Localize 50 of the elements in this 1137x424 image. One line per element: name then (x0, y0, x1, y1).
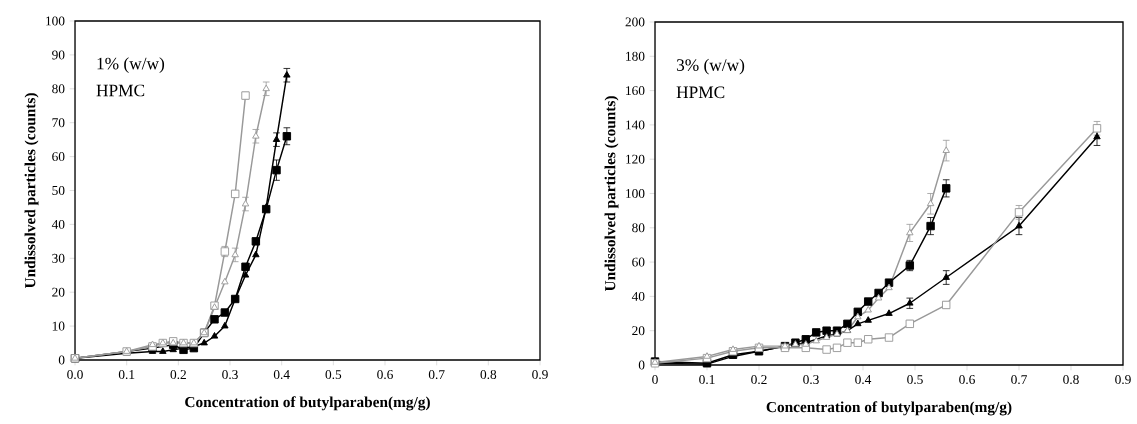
y-tick-label: 200 (625, 17, 645, 27)
x-tick-label: 0.0 (67, 370, 83, 380)
x-tick-label: 0.6 (377, 370, 393, 380)
y-tick-label: 20 (52, 287, 65, 297)
x-tick-label: 0.7 (428, 370, 445, 380)
y-tick-label: 60 (632, 257, 645, 267)
x-tick-label: 0.3 (222, 370, 238, 380)
y-axis-title: Undissolved particles (counts) (604, 96, 619, 292)
x-axis-title: Concentration of butylparaben(mg/g) (766, 401, 1012, 416)
y-tick-label: 80 (632, 223, 645, 233)
y-tick-label: 180 (626, 51, 645, 61)
y-tick-label: 100 (626, 188, 645, 198)
y-tick-label: 120 (626, 154, 645, 164)
annotation: 3% (w/w) (676, 58, 745, 75)
y-tick-label: 160 (626, 86, 645, 96)
y-tick-label: 100 (46, 16, 65, 26)
annotation: HPMC (96, 84, 145, 97)
y-tick-label: 20 (632, 326, 645, 336)
y-tick-label: 40 (51, 219, 65, 229)
y-tick-label: 10 (52, 321, 65, 331)
y-tick-label: 0 (58, 355, 65, 365)
annotation: 1% (w/w) (97, 57, 165, 73)
x-tick-label: 0.5 (907, 375, 923, 385)
y-tick-label: 50 (52, 185, 65, 195)
x-tick-label: 0 (652, 375, 658, 385)
x-tick-label: 0.4 (855, 375, 872, 385)
x-tick-label: 0.8 (1063, 375, 1079, 385)
x-tick-label: 0.8 (480, 370, 497, 380)
x-tick-label: 0.2 (751, 375, 767, 385)
x-tick-label: 0.9 (532, 370, 548, 380)
y-tick-label: 80 (52, 84, 65, 94)
y-tick-label: 60 (52, 152, 65, 162)
y-tick-label: 140 (626, 120, 645, 130)
x-axis-title: Concentration of butylparaben(mg/g) (185, 396, 430, 411)
x-tick-label: 0.6 (959, 375, 975, 385)
x-tick-label: 0.1 (118, 370, 135, 380)
y-tick-label: 40 (631, 291, 645, 301)
x-tick-label: 0.7 (1011, 375, 1027, 385)
x-tick-label: 0.4 (273, 370, 290, 380)
y-tick-label: 0 (638, 360, 645, 370)
x-tick-label: 0.5 (325, 370, 342, 380)
x-tick-label: 0.2 (170, 370, 186, 380)
x-tick-label: 0.9 (1115, 375, 1131, 385)
y-tick-label: 30 (52, 253, 65, 263)
annotation: HPMC (676, 86, 725, 99)
y-axis-title: Undissolved particles (counts) (24, 93, 39, 289)
x-tick-label: 0.1 (699, 375, 715, 385)
y-tick-label: 90 (52, 50, 65, 60)
x-tick-label: 0.3 (803, 375, 819, 385)
y-tick-label: 70 (52, 118, 65, 128)
